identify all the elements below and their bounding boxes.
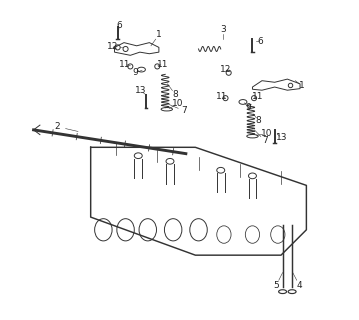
Text: 13: 13 bbox=[276, 133, 288, 142]
Text: 11: 11 bbox=[216, 92, 227, 101]
Text: 13: 13 bbox=[135, 86, 146, 95]
Text: 12: 12 bbox=[220, 65, 231, 74]
Text: 9: 9 bbox=[246, 103, 252, 112]
Text: 4: 4 bbox=[297, 281, 302, 290]
Text: 10: 10 bbox=[261, 130, 272, 139]
Text: 6: 6 bbox=[116, 21, 122, 30]
Text: 12: 12 bbox=[107, 42, 118, 51]
Text: 9: 9 bbox=[133, 68, 139, 77]
Text: 1: 1 bbox=[156, 30, 162, 39]
Text: 7: 7 bbox=[181, 106, 187, 115]
Text: 6: 6 bbox=[257, 36, 263, 45]
Text: 8: 8 bbox=[255, 116, 261, 125]
Text: 7: 7 bbox=[262, 136, 268, 146]
Text: 5: 5 bbox=[273, 281, 279, 290]
Text: 11: 11 bbox=[119, 60, 131, 69]
Text: 11: 11 bbox=[252, 92, 264, 101]
Text: 3: 3 bbox=[220, 25, 226, 35]
Text: 10: 10 bbox=[172, 99, 184, 108]
Text: 11: 11 bbox=[157, 60, 168, 69]
Text: 1: 1 bbox=[299, 81, 304, 90]
Text: 8: 8 bbox=[173, 91, 178, 100]
Text: 2: 2 bbox=[55, 122, 60, 131]
